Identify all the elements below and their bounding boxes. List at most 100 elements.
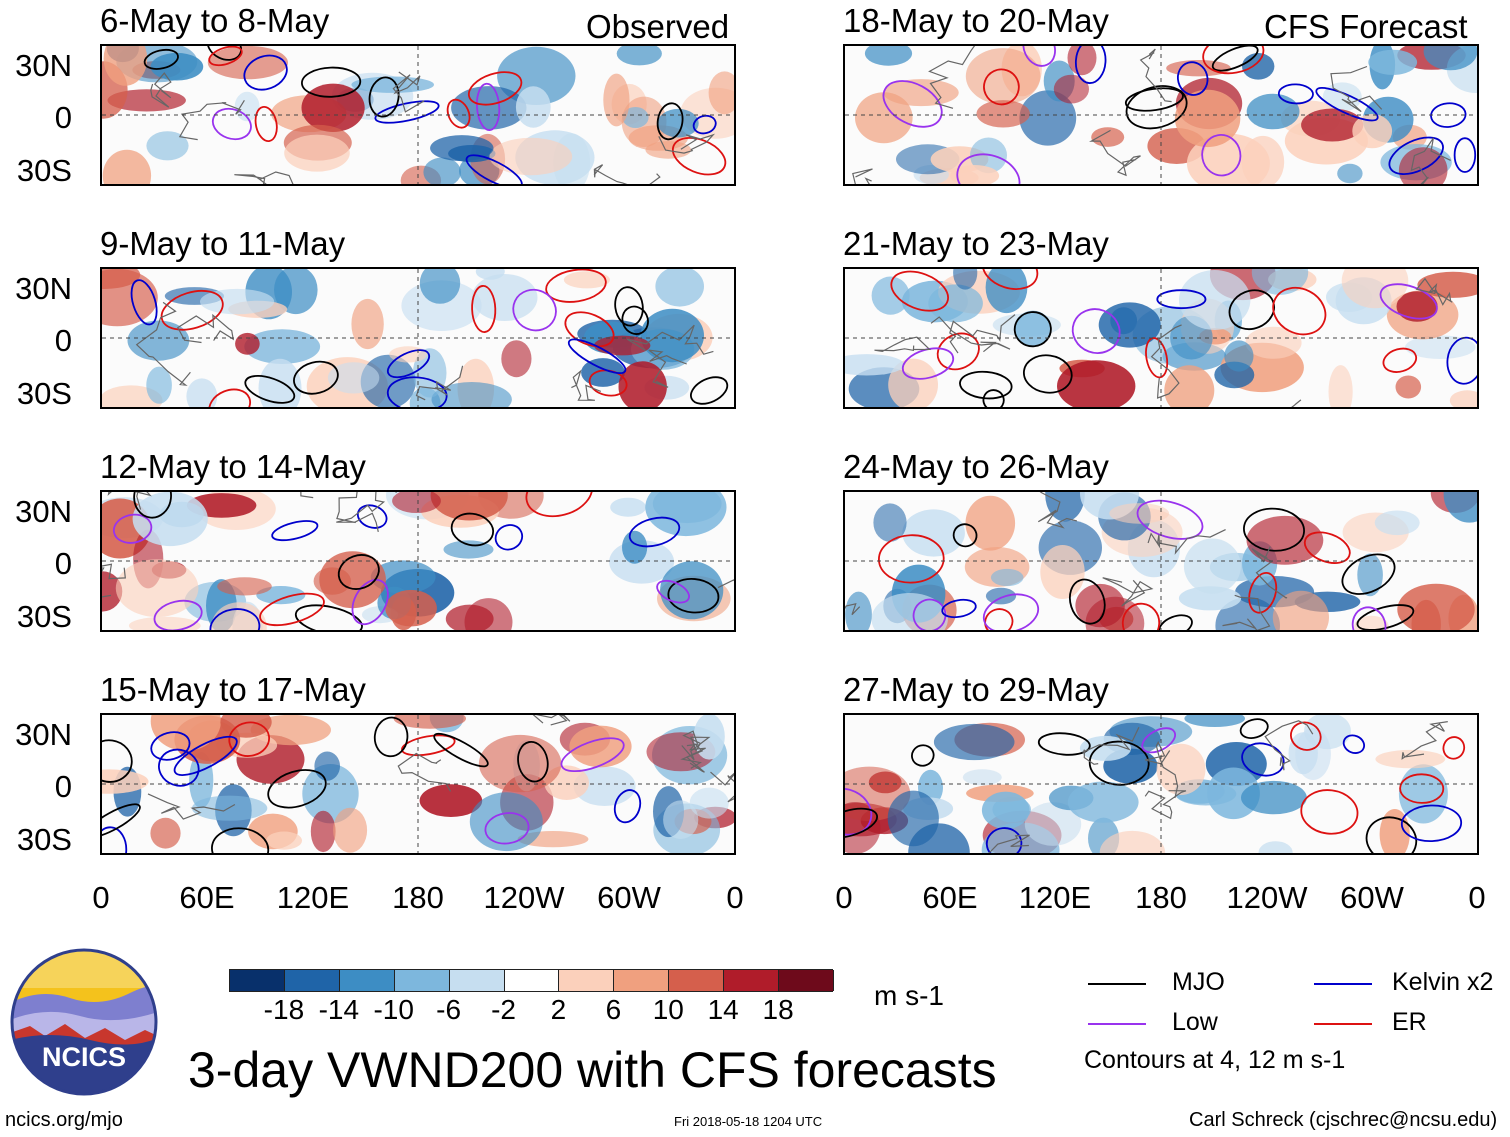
er-contour — [936, 332, 980, 371]
positive-anomaly — [1449, 390, 1477, 407]
colorbar-swatch — [504, 970, 560, 991]
coastline — [1082, 726, 1140, 765]
negative-anomaly — [146, 131, 189, 161]
positive-anomaly — [419, 784, 483, 817]
colorbar-swatch — [724, 970, 780, 991]
map-field — [845, 492, 1477, 630]
er-contour — [981, 269, 1039, 290]
mjo-contour — [1037, 732, 1091, 756]
negative-anomaly — [146, 366, 172, 404]
map-panel-3 — [100, 490, 736, 632]
coastline — [415, 365, 464, 401]
positive-anomaly — [1328, 365, 1353, 407]
positive-anomaly — [464, 598, 513, 630]
negative-anomaly — [663, 800, 699, 839]
positive-anomaly — [1040, 545, 1085, 599]
negative-anomaly — [1337, 163, 1363, 184]
lat-label-30n: 30N — [15, 48, 72, 83]
coastline — [1144, 790, 1187, 820]
positive-anomaly — [150, 715, 221, 751]
mjo-contour — [982, 389, 1005, 407]
low-contour — [982, 593, 1040, 630]
negative-anomaly — [1357, 553, 1383, 597]
coastline — [147, 793, 236, 820]
negative-anomaly — [401, 280, 482, 331]
lat-label-0: 0 — [54, 546, 72, 581]
lon-label-60w: 60W — [1340, 880, 1404, 915]
positive-anomaly — [351, 298, 384, 350]
low-contour — [476, 82, 501, 131]
er-contour — [564, 311, 615, 348]
coastline — [1251, 546, 1288, 599]
colorbar-tick-labels: -18 -14 -10 -6 -2 2 6 10 14 18 — [229, 996, 833, 1026]
footer-url[interactable]: ncics.org/mjo — [5, 1109, 123, 1131]
legend-er-line — [1314, 1023, 1372, 1025]
negative-anomaly — [497, 46, 576, 105]
positive-anomaly — [207, 46, 288, 80]
positive-anomaly — [1174, 89, 1241, 148]
kelvin-contour — [173, 735, 238, 776]
mjo-contour — [206, 46, 242, 61]
coastline — [648, 349, 687, 388]
mjo-contour — [656, 102, 684, 141]
negative-anomaly — [1179, 270, 1251, 330]
mjo-contour — [450, 512, 495, 547]
low-contour — [1351, 606, 1387, 630]
positive-anomaly — [211, 602, 267, 630]
kelvin-contour — [150, 731, 191, 761]
negative-anomaly — [1024, 802, 1082, 846]
panel-title-8: 27-May to 29-May — [843, 671, 1109, 708]
negative-anomaly — [1019, 90, 1077, 146]
coastline — [532, 715, 571, 726]
er-contour — [160, 289, 224, 331]
lat-label-30s: 30S — [16, 822, 72, 857]
negative-anomaly — [962, 769, 1002, 786]
er-contour — [1121, 602, 1161, 630]
negative-anomaly — [657, 108, 699, 138]
colorbar-tick-label: 18 — [762, 994, 794, 1025]
colorbar-tick-label: 14 — [707, 994, 739, 1025]
negative-anomaly — [864, 46, 913, 66]
kelvin-contour — [209, 608, 261, 630]
er-contour — [984, 608, 1014, 630]
negative-anomaly — [1098, 302, 1161, 348]
map-field — [102, 715, 734, 853]
mjo-contour — [102, 739, 133, 783]
negative-anomaly — [871, 593, 948, 630]
map-panel-1 — [100, 44, 736, 186]
mjo-contour — [1365, 816, 1418, 853]
lat-label-30n: 30N — [15, 494, 72, 529]
negative-anomaly — [1184, 715, 1245, 727]
negative-anomaly — [150, 52, 204, 81]
negative-anomaly — [471, 274, 538, 321]
er-contour — [671, 137, 727, 176]
er-contour — [1290, 721, 1322, 751]
mjo-contour — [1356, 604, 1415, 630]
low-contour — [211, 107, 252, 141]
legend-low-label: Low — [1172, 1008, 1218, 1036]
colorbar-tick-label: -18 — [263, 994, 305, 1025]
kelvin-contour — [567, 338, 627, 375]
positive-anomaly — [1272, 590, 1329, 630]
er-contour — [1303, 531, 1351, 564]
coastline — [626, 324, 714, 355]
low-contour — [1136, 499, 1204, 540]
mjo-contour — [1239, 718, 1269, 739]
legend-kelvin-line — [1314, 983, 1372, 985]
kelvin-contour — [1074, 46, 1107, 84]
mjo-contour — [1013, 311, 1052, 348]
legend-contour-note: Contours at 4, 12 m s-1 — [1084, 1046, 1346, 1074]
mjo-contour — [911, 744, 935, 767]
footer-credit: Carl Schreck (cjschrec@ncsu.edu) — [1189, 1109, 1498, 1131]
positive-anomaly — [1091, 127, 1125, 147]
coastline — [336, 492, 386, 533]
low-contour — [512, 288, 557, 332]
negative-anomaly — [302, 764, 359, 824]
er-contour — [1442, 736, 1466, 760]
map-panel-4 — [100, 713, 736, 855]
er-contour — [1300, 789, 1359, 835]
legend-low-line — [1088, 1023, 1146, 1025]
er-contour — [208, 388, 251, 407]
kelvin-contour — [356, 504, 388, 529]
map-field — [845, 269, 1477, 407]
